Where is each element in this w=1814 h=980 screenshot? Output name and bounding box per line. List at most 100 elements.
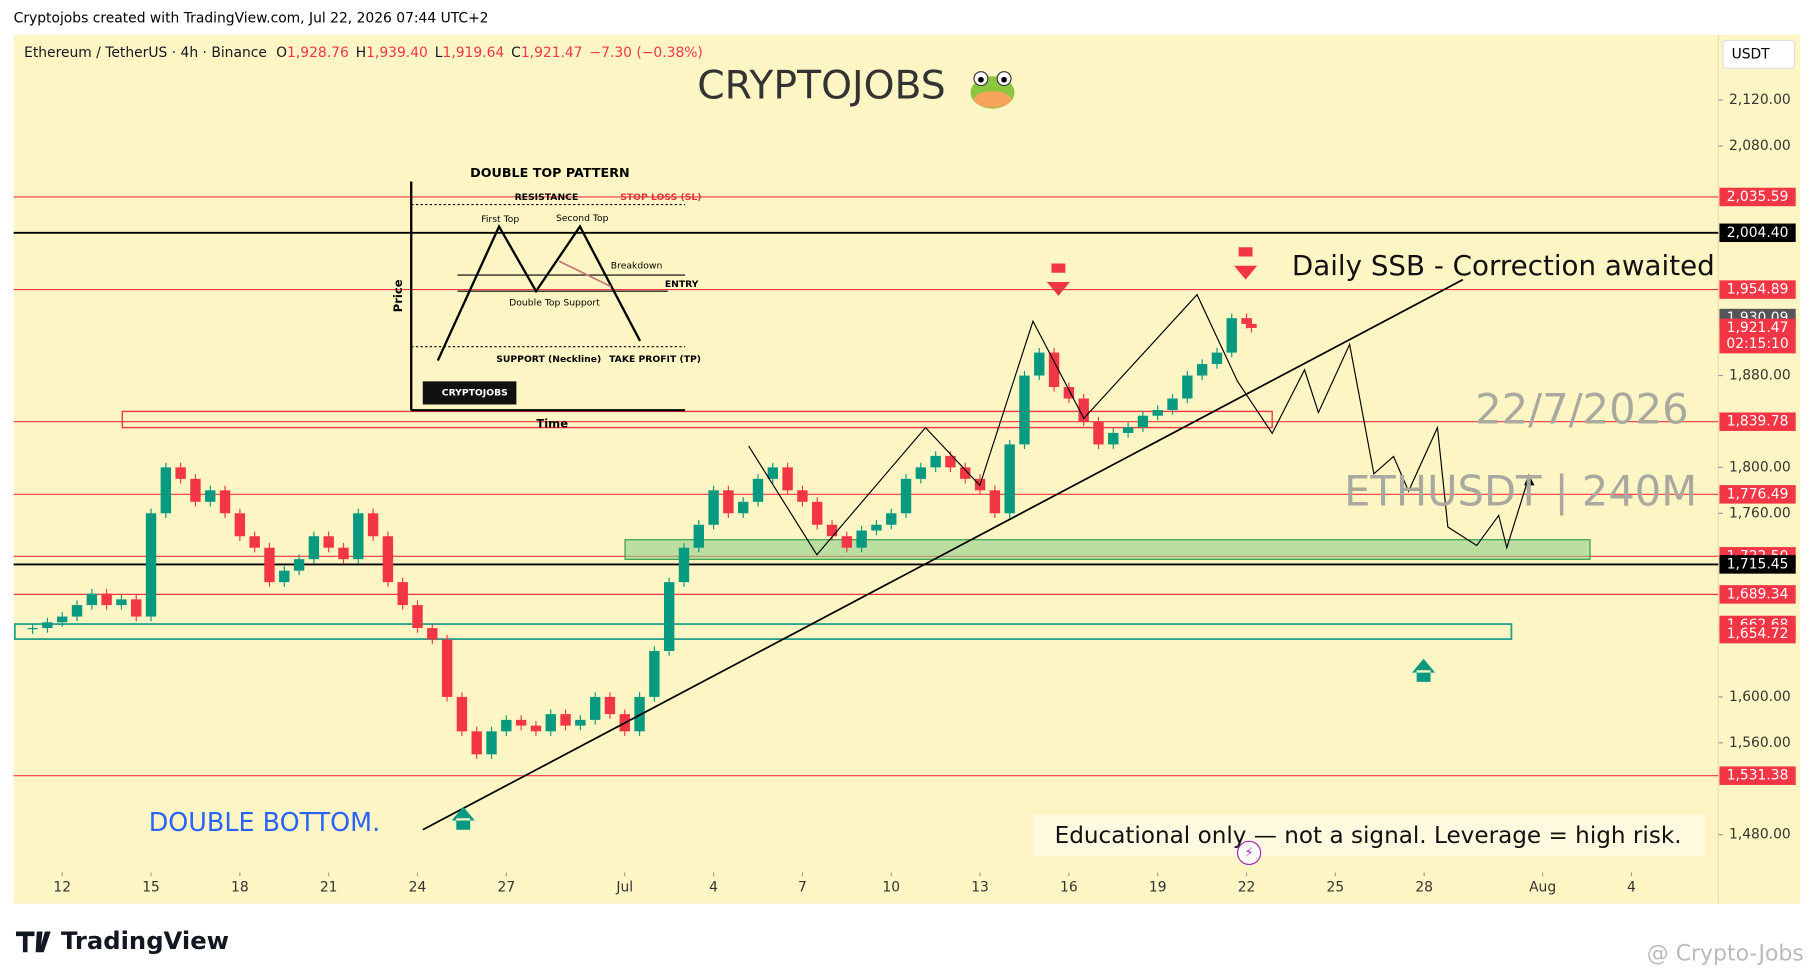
candle-body <box>604 696 616 715</box>
watermark: @ Crypto-Jobs <box>1647 942 1804 967</box>
currency[interactable]: USDT <box>1732 46 1771 62</box>
candle-body <box>545 714 556 732</box>
x-tick-label: Aug <box>1529 880 1556 896</box>
candle-body <box>515 719 527 726</box>
candle-body <box>812 501 823 525</box>
symbol-info: Ethereum / TetherUS · 4h · Binance O1,928… <box>24 45 703 61</box>
candle-body <box>338 547 349 560</box>
candle-body <box>871 524 882 531</box>
level-tag <box>1719 223 1796 243</box>
double-top-inset: DOUBLE TOP PATTERN RESISTANCE STOP LOSS … <box>391 165 701 431</box>
candle-body <box>1152 409 1163 416</box>
candle-body <box>856 530 867 548</box>
candle-body <box>782 467 793 491</box>
ohlc-value: 1,919.64 <box>443 45 505 61</box>
y-tick-label: 1,480.00 <box>1729 827 1791 843</box>
annotation: DOUBLE BOTTOM. <box>149 807 380 837</box>
level-label: 1,531.38 <box>1727 768 1789 784</box>
candle-body <box>560 714 571 726</box>
symbol: Ethereum / TetherUS · 4h · Binance <box>24 45 267 61</box>
level-label: 1,954.89 <box>1727 282 1789 298</box>
y-tick-label: 2,120.00 <box>1729 92 1791 108</box>
candle-body <box>367 513 379 537</box>
candle-body <box>1211 352 1223 365</box>
inset-text: SUPPORT (Neckline) <box>496 354 601 365</box>
x-tick-label: 27 <box>498 880 516 896</box>
candle-body <box>886 513 897 525</box>
y-tick-label: 1,760.00 <box>1729 505 1791 521</box>
candle-body <box>693 524 704 548</box>
sell-arrow <box>1046 263 1070 296</box>
candle-body <box>752 478 764 502</box>
candle-body <box>930 455 941 468</box>
candle-body <box>27 628 38 630</box>
candle-body <box>915 467 927 479</box>
inset-pattern <box>436 223 642 362</box>
level-tag <box>1719 485 1796 504</box>
buy-arrow <box>451 806 475 830</box>
candle-body <box>486 731 497 755</box>
candle-body <box>42 622 53 629</box>
candle-body <box>1108 432 1119 445</box>
candle-body <box>249 536 260 548</box>
level-label: 1,839.78 <box>1727 414 1789 430</box>
event-icon-glyph[interactable]: ⚡ <box>1245 844 1254 859</box>
inset-logo: CRYPTOJOBS <box>442 387 508 398</box>
level-tag <box>1719 555 1796 574</box>
y-tick-label: 1,880.00 <box>1729 368 1791 384</box>
candle-body <box>678 547 690 583</box>
candle-body <box>205 490 216 502</box>
candle-body <box>397 582 408 606</box>
candle-body <box>767 467 779 479</box>
projection-arrowhead <box>1524 473 1535 486</box>
x-tick-label: Jul <box>615 880 633 896</box>
x-tick-label: 4 <box>709 880 718 896</box>
x-tick-label: 18 <box>231 880 249 896</box>
candle-body <box>1063 387 1075 399</box>
x-tick-label: 16 <box>1060 880 1078 896</box>
ohlc-key: C <box>511 45 521 61</box>
brand: CRYPTOJOBS <box>697 63 946 108</box>
inset-text: Time <box>536 417 568 431</box>
x-tick-label: 12 <box>53 880 71 896</box>
level-label: 2,035.59 <box>1727 189 1789 205</box>
candle-body <box>234 513 246 537</box>
candle-body <box>1167 398 1178 410</box>
x-tick-label: 13 <box>971 880 989 896</box>
candle-body <box>412 605 423 629</box>
inset-text: Price <box>391 279 405 312</box>
annotation: ETHUSDT | 240M <box>1344 467 1697 516</box>
candle-body <box>589 696 601 720</box>
candle-body <box>219 490 231 514</box>
level-tag <box>1719 585 1796 604</box>
inset-text: First Top <box>481 214 519 225</box>
candle-body <box>1078 398 1089 422</box>
inset-text: TAKE PROFIT (TP) <box>609 354 701 365</box>
event-icon[interactable] <box>1236 840 1262 866</box>
candle-body <box>279 570 290 583</box>
inset-text: Breakdown <box>611 260 663 271</box>
x-tick-label: 25 <box>1327 880 1345 896</box>
candle-body <box>1196 364 1208 376</box>
candle-body <box>960 467 971 479</box>
inset-breakdown <box>558 260 612 288</box>
x-tick-label: 21 <box>320 880 338 896</box>
ohlc-value: 1,928.76 <box>287 45 349 61</box>
demand-zone <box>624 539 1591 560</box>
candle-body <box>353 513 364 560</box>
buy-arrow <box>1412 658 1436 682</box>
level-tag <box>1719 624 1796 644</box>
level-label: 1,776.49 <box>1727 486 1789 502</box>
resistance-zone <box>121 410 1273 429</box>
inset-text: ENTRY <box>665 279 699 290</box>
level-tag <box>1719 187 1796 207</box>
currency-button[interactable] <box>1722 39 1796 69</box>
candle-body <box>427 628 438 640</box>
level-label: 1,921.47 <box>1727 320 1789 336</box>
x-tick-label: 15 <box>142 880 160 896</box>
candle-body <box>530 725 542 732</box>
candle-body <box>86 593 98 606</box>
candle-body <box>293 559 305 571</box>
candle-body <box>649 651 660 697</box>
x-tick-label: 19 <box>1149 880 1167 896</box>
